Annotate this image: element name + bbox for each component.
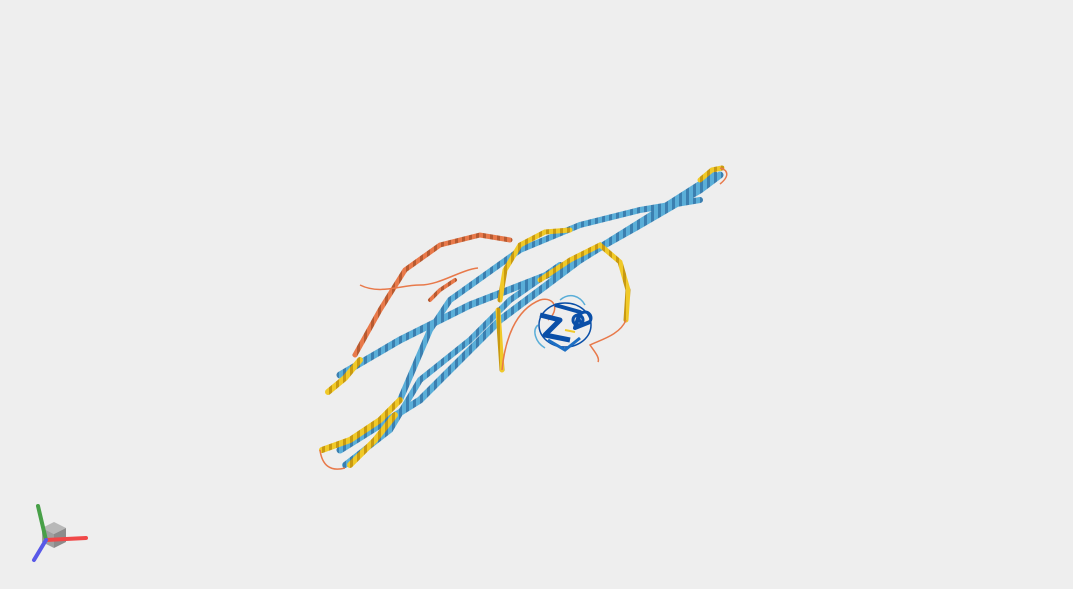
loop-segment bbox=[588, 319, 627, 363]
loop-segment bbox=[319, 449, 346, 470]
helix-segment bbox=[397, 197, 703, 403]
z-axis-icon bbox=[32, 538, 48, 562]
y-axis-icon bbox=[36, 504, 48, 542]
helix-segment bbox=[495, 307, 505, 373]
helix-segment bbox=[336, 171, 724, 379]
loop-segment bbox=[719, 167, 728, 185]
x-axis-icon bbox=[44, 536, 88, 542]
helix-segment bbox=[319, 397, 403, 453]
helix-segment bbox=[347, 412, 398, 468]
helix-segment bbox=[537, 242, 631, 323]
helix-segment bbox=[697, 165, 725, 183]
globular-domain bbox=[534, 294, 593, 352]
helix-segment bbox=[428, 278, 457, 302]
helix-segment bbox=[497, 227, 573, 303]
orientation-axes-gizmo[interactable] bbox=[24, 496, 96, 568]
helix-segment bbox=[352, 232, 513, 358]
loop-segment bbox=[501, 298, 556, 371]
helix-segment bbox=[342, 262, 563, 468]
loop-segment bbox=[359, 267, 479, 291]
helix-segment bbox=[325, 357, 363, 395]
